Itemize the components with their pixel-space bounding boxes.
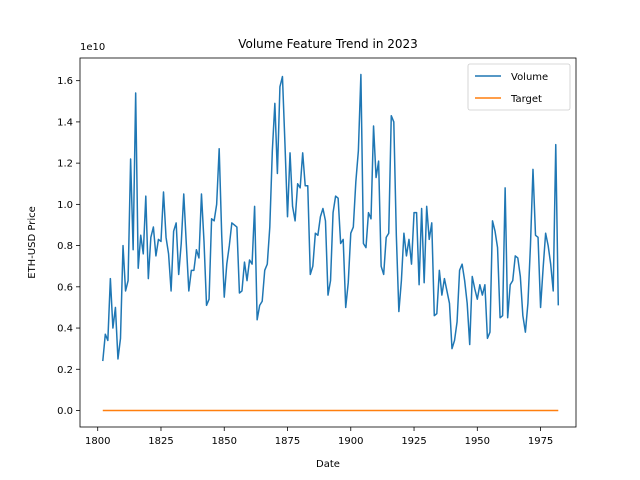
- y-tick-label: 1.2: [57, 159, 73, 170]
- y-axis-ticks: 0.0 0.2 0.4 0.6 0.8 1.0 1.2 1.4 1.6: [57, 76, 80, 417]
- chart-title: Volume Feature Trend in 2023: [238, 37, 418, 51]
- y-tick-label: 1.4: [57, 117, 73, 128]
- x-tick-label: 1950: [465, 436, 490, 447]
- x-tick-label: 1875: [275, 436, 300, 447]
- y-tick-label: 1.6: [57, 76, 73, 87]
- legend-label-target: Target: [510, 94, 542, 105]
- y-axis-label: ETH-USD Price: [27, 206, 38, 279]
- y-tick-label: 0.0: [57, 406, 73, 417]
- y-axis-offset-label: 1e10: [80, 42, 105, 53]
- y-tick-label: 0.6: [57, 282, 73, 293]
- x-tick-label: 1925: [401, 436, 426, 447]
- x-tick-label: 1800: [85, 436, 110, 447]
- axes-frame: [79, 57, 577, 428]
- x-tick-label: 1975: [528, 436, 553, 447]
- y-tick-label: 1.0: [57, 200, 73, 211]
- y-tick-label: 0.4: [57, 324, 73, 335]
- x-tick-label: 1825: [148, 436, 173, 447]
- y-tick-label: 0.2: [57, 365, 73, 376]
- series-line-volume: [102, 73, 560, 362]
- x-axis-ticks: 1800 1825 1850 1875 1900 1925 1950 1975: [85, 427, 553, 447]
- x-tick-label: 1850: [212, 436, 237, 447]
- legend: Volume Target: [467, 63, 571, 111]
- x-tick-label: 1900: [338, 436, 363, 447]
- legend-label-volume: Volume: [511, 72, 548, 83]
- plot-area: [102, 73, 560, 412]
- y-tick-label: 0.8: [57, 241, 73, 252]
- x-axis-label: Date: [316, 459, 340, 470]
